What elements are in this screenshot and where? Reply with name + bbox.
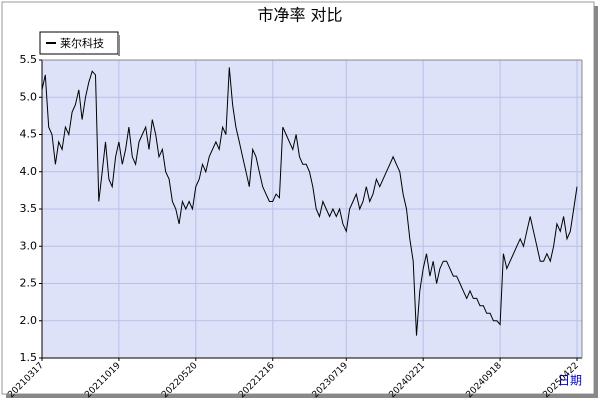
y-tick-label: 2.0 (20, 314, 38, 327)
y-tick-label: 3.5 (20, 202, 38, 215)
line-series (41, 67, 578, 336)
y-tick-label: 5.0 (20, 90, 38, 103)
legend-shadow (118, 35, 120, 56)
legend-label: 莱尔科技 (60, 36, 104, 50)
frame-shadow (6, 394, 598, 398)
frame-shadow (594, 6, 598, 398)
y-tick-label: 4.0 (20, 165, 38, 178)
x-axis-label: 日期 (558, 374, 582, 388)
y-tick-label: 4.5 (20, 128, 38, 141)
y-tick-label: 5.5 (20, 53, 38, 66)
y-tick-label: 3.0 (20, 239, 38, 252)
chart-title: 市净率 对比 (257, 6, 342, 25)
y-tick-label: 1.5 (20, 351, 38, 364)
y-tick-label: 2.5 (20, 277, 38, 290)
